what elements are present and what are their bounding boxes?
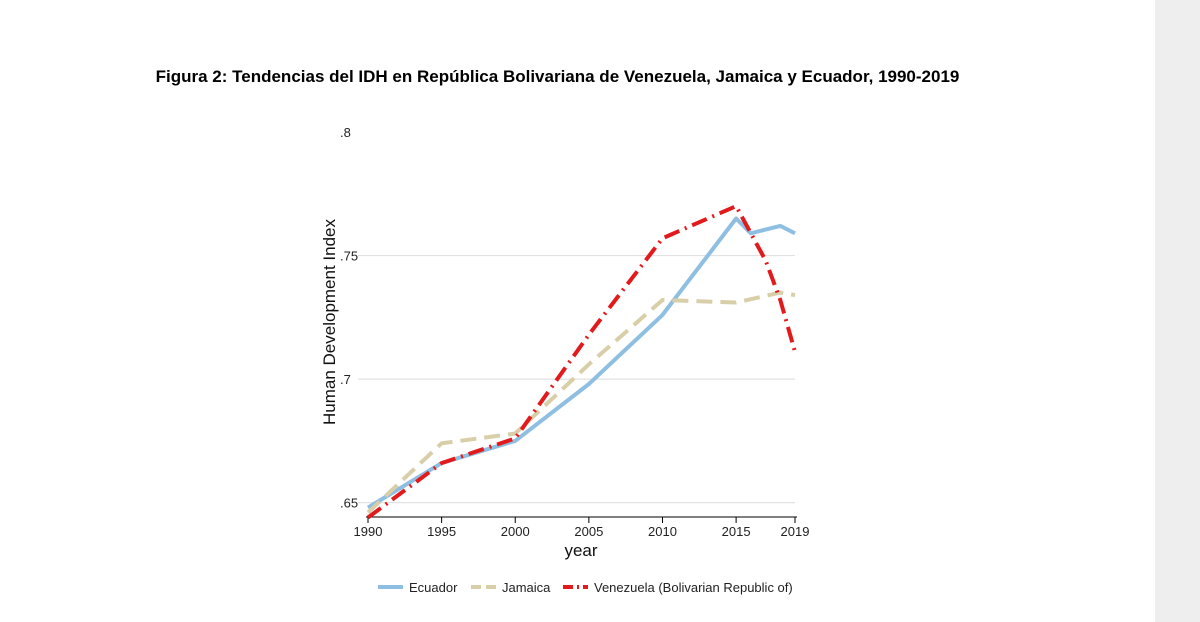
y-tick-label: .7 (340, 372, 351, 387)
x-tick-label: 1990 (354, 524, 383, 539)
x-axis-title: year (564, 541, 597, 560)
legend: Ecuador Jamaica Venezuela (Bolivarian Repu… (378, 580, 793, 595)
document-page: Figura 2: Tendencias del IDH en Repúblic… (155, 67, 960, 595)
axes: .65 .7 .75 .8 1990 1995 2000 2005 2010 2015 2019 (340, 125, 809, 539)
y-tick-label: .8 (340, 125, 351, 140)
figure-title: Figura 2: Tendencias del IDH en Repúblic… (155, 67, 960, 86)
series-line-ecuador (366, 216, 796, 510)
legend-label: Ecuador (409, 580, 458, 595)
legend-label: Venezuela (Bolivarian Republic of) (594, 580, 793, 595)
y-tick-label: .65 (340, 496, 358, 511)
x-tick-label: 2019 (781, 524, 810, 539)
y-tick-label: .75 (340, 249, 358, 264)
x-tick-label: 2005 (574, 524, 603, 539)
gridlines (358, 254, 795, 504)
side-panel (1155, 0, 1200, 622)
x-tick-label: 2015 (722, 524, 751, 539)
series-line-jamaica (366, 290, 796, 514)
series-lines (366, 204, 797, 520)
x-tick-label: 1995 (427, 524, 456, 539)
legend-label: Jamaica (502, 580, 551, 595)
y-axis-title: Human Development Index (320, 219, 339, 426)
line-chart: .65 .7 .75 .8 1990 1995 2000 2005 2010 2015 2019 y… (320, 125, 809, 595)
x-tick-label: 2010 (648, 524, 677, 539)
x-tick-label: 2000 (501, 524, 530, 539)
